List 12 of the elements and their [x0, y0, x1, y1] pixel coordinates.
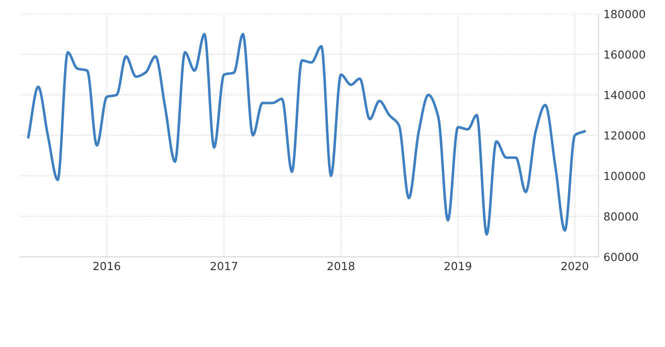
x-tick-label: 2017 [210, 262, 238, 270]
y-tick-label: 140000 [604, 90, 646, 100]
y-tick-label: 100000 [604, 172, 646, 180]
y-tick-label: 80000 [604, 212, 638, 221]
y-tick-label: 120000 [604, 131, 646, 140]
y-tick-label: 60000 [604, 252, 638, 262]
y-tick-label: 180000 [604, 10, 646, 18]
y-tick-label: 160000 [604, 50, 646, 59]
x-tick-label: 2016 [93, 262, 120, 270]
x-tick-label: 2020 [561, 262, 588, 270]
x-tick-label: 2018 [328, 262, 354, 270]
x-tick-label: 2019 [444, 262, 472, 270]
